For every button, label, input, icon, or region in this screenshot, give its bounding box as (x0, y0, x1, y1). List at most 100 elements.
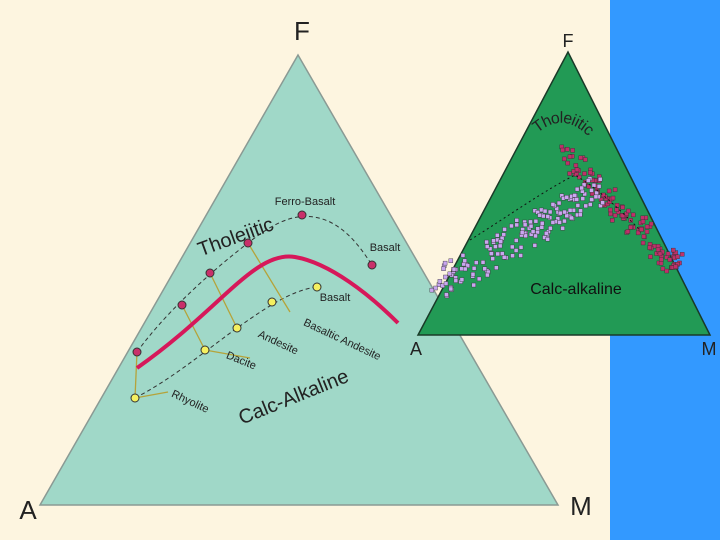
sample-point (484, 244, 490, 249)
sample-point (675, 254, 680, 259)
sample-point (567, 171, 572, 176)
vertex-label: M (702, 339, 717, 359)
sample-point (560, 147, 565, 153)
sample-point (523, 233, 528, 239)
vertex-label: A (19, 495, 37, 525)
sample-point (673, 264, 678, 269)
calc-alkaline-trend (134, 286, 318, 399)
sample-point (640, 219, 646, 224)
sample-point (665, 251, 671, 256)
sample-point (562, 218, 567, 224)
sample-point (528, 219, 533, 225)
sample-point (657, 251, 663, 257)
sample-point (680, 252, 685, 257)
sample-point (474, 260, 479, 265)
sample-point (433, 285, 438, 291)
sample-point (451, 267, 457, 272)
sample-point (547, 209, 553, 215)
sample-point (610, 195, 616, 201)
sample-point (659, 257, 664, 262)
sample-point (575, 203, 581, 208)
sample-point (533, 233, 538, 239)
sample-point (542, 208, 548, 214)
sample-point (502, 227, 507, 232)
sample-point (522, 222, 528, 228)
sample-point (537, 212, 542, 218)
tholeiitic-trend (136, 215, 373, 353)
sample-point (647, 245, 652, 250)
sample-point (462, 258, 467, 264)
sample-point (554, 206, 559, 211)
sample-point (564, 195, 569, 200)
sample-point (671, 247, 676, 253)
sample-point (539, 225, 545, 230)
sample-point (470, 272, 476, 277)
sample-point (557, 210, 563, 216)
sample-point (648, 221, 654, 227)
sample-point (550, 220, 556, 225)
sample-point (459, 277, 465, 282)
sample-point (565, 147, 570, 152)
sample-point (484, 239, 489, 245)
sample-point (577, 174, 582, 180)
sample-point (582, 171, 587, 176)
sample-point (460, 253, 466, 258)
sample-point (550, 202, 556, 207)
sample-point (545, 214, 551, 219)
sample-point (539, 207, 544, 213)
sample-point (644, 229, 650, 234)
sample-point (443, 274, 448, 280)
tie-lines (134, 242, 291, 399)
sample-point (493, 244, 498, 249)
rock-label: Basalt (320, 292, 351, 304)
sample-point (560, 226, 565, 231)
sample-point (495, 233, 500, 238)
sample-point (614, 207, 619, 212)
sample-point (596, 184, 602, 189)
sample-point (557, 220, 562, 225)
sample-point (635, 230, 641, 236)
right-diagram: Tholeiitic Calc-alkaline F A M (410, 31, 717, 359)
sample-point (648, 254, 653, 259)
sample-point (497, 243, 503, 249)
vertex-label: F (294, 16, 310, 46)
sample-point (490, 256, 495, 261)
sample-point (631, 212, 636, 218)
sample-point (589, 188, 594, 193)
sample-point (530, 229, 536, 234)
sample-point (588, 202, 593, 207)
sample-point (562, 156, 567, 162)
tholeiitic-points (132, 210, 377, 357)
sample-point (482, 266, 487, 271)
sample-point (572, 193, 577, 198)
sample-point (612, 213, 618, 218)
sample-point (581, 182, 587, 188)
sample-point (500, 251, 505, 256)
sample-point (597, 177, 603, 182)
sample-point (578, 208, 583, 214)
sample-point (494, 265, 499, 270)
sample-point (453, 278, 459, 283)
dividing-line (469, 174, 641, 241)
sample-point (658, 261, 664, 266)
sample-point (518, 253, 523, 258)
sample-point (591, 183, 597, 188)
sample-point (574, 167, 580, 172)
sample-point (443, 281, 449, 286)
sample-point (441, 266, 446, 271)
sample-point (612, 187, 618, 192)
sample-point (539, 221, 545, 226)
sample-point (587, 170, 593, 175)
sample-point (593, 194, 599, 200)
sample-point (485, 272, 490, 278)
sample-point (655, 247, 661, 252)
sample-point (518, 245, 524, 250)
sample-point (574, 186, 580, 192)
sample-point (510, 253, 515, 258)
sample-point (589, 197, 594, 202)
sample-point (673, 250, 679, 255)
sample-point (564, 213, 569, 218)
sample-point (444, 292, 449, 297)
sample-point (574, 197, 579, 202)
